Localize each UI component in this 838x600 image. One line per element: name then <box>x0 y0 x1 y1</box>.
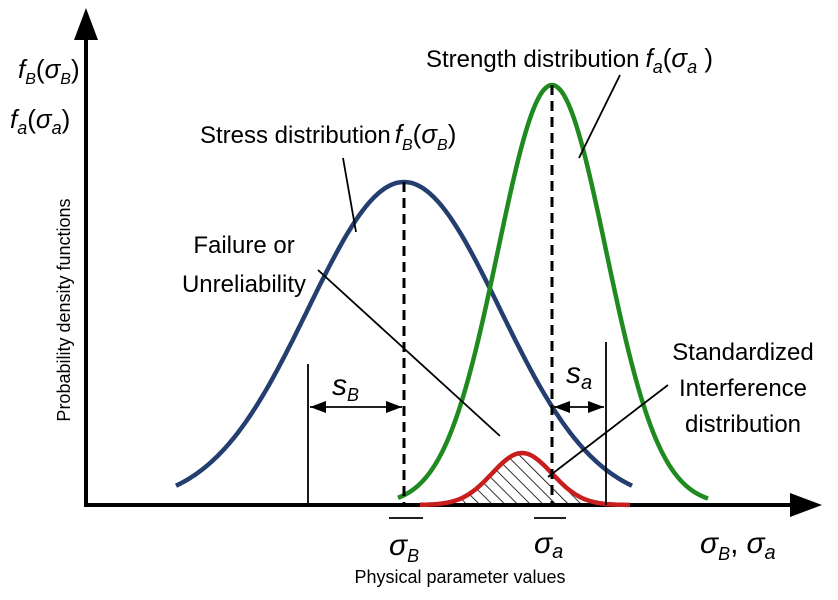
strength-label-leader <box>578 74 621 159</box>
y-axis-strength-symbol: fa(σa) <box>10 104 70 138</box>
interference-label-line1: Standardized <box>672 339 813 366</box>
strength-sd-arrow-left <box>554 401 570 413</box>
stress-sd-label: sB <box>332 369 359 405</box>
interference-label-line3: distribution <box>685 411 801 438</box>
strength-sd-arrow-right <box>588 401 604 413</box>
strength-sd-label: sa <box>566 357 592 394</box>
strength-distribution-label: Strength distribution fa(σa ) <box>426 43 713 77</box>
x-axis-title: Physical parameter values <box>354 567 565 587</box>
y-axis-title: Probability density functions <box>54 198 74 421</box>
interference-label-line2: Interference <box>679 375 807 402</box>
stress-sd-arrow-right <box>386 401 402 413</box>
y-axis-arrowhead <box>74 8 98 40</box>
stress-label-leader <box>342 157 357 233</box>
failure-label-leader <box>317 269 501 437</box>
x-axis-arrowhead <box>790 493 822 517</box>
strength-mean-label: σa <box>534 527 563 563</box>
stress-mean-label: σB <box>389 529 419 566</box>
x-axis-symbol: σB, σa <box>700 527 776 564</box>
y-axis-stress-symbol: fB(σB) <box>18 54 80 88</box>
stress-distribution-label: Stress distribution fB(σB) <box>200 119 456 154</box>
interference-distribution-curve <box>420 450 630 508</box>
stress-sd-arrow-left <box>310 401 326 413</box>
failure-label-line1: Failure or <box>193 232 294 259</box>
interference-label-leader <box>547 384 669 478</box>
failure-label-line2: Unreliability <box>182 271 306 298</box>
